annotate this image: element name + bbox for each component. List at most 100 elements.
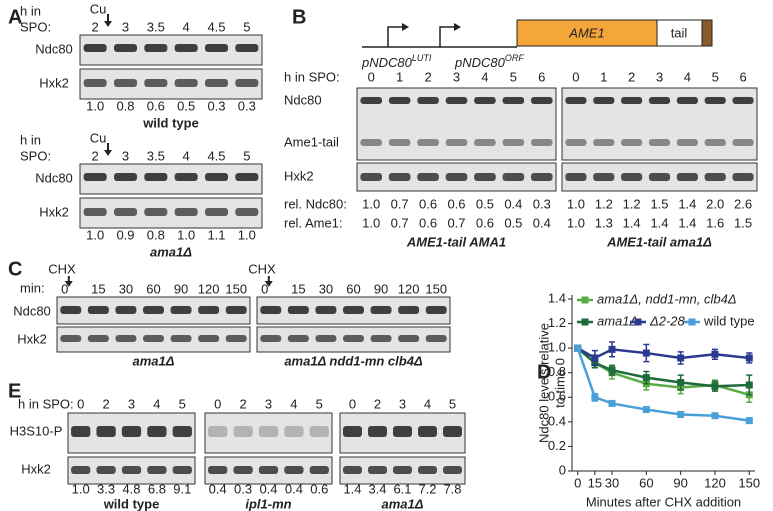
band [676, 139, 698, 146]
band [258, 466, 279, 474]
band [445, 97, 468, 104]
row-label: Ndc80 [35, 41, 73, 56]
data-point [711, 412, 719, 420]
band [368, 426, 387, 437]
quantification: 1.4 [678, 215, 696, 230]
promoter-name: pNDC80 [361, 55, 413, 70]
band [474, 139, 496, 146]
quantification: 1.6 [706, 215, 724, 230]
quantification: 0.5 [476, 196, 494, 211]
band [144, 208, 168, 216]
band [593, 139, 615, 146]
quantification: 0.7 [447, 215, 465, 230]
band [204, 79, 229, 87]
arrowhead [104, 21, 112, 27]
quantification: 0.4 [504, 196, 522, 211]
quantification: 0.4 [259, 481, 277, 496]
legend-marker [581, 296, 589, 304]
caption: wild type [103, 496, 160, 511]
band [83, 44, 107, 52]
band [284, 426, 304, 437]
legend-marker [634, 318, 642, 326]
blot [79, 68, 263, 100]
timepoint: 4 [183, 19, 190, 34]
quantification: 1.0 [177, 227, 195, 242]
y-tick-label: 0.6 [548, 389, 566, 404]
timepoint: 2 [102, 396, 109, 411]
timepoint: 0 [77, 396, 84, 411]
legend-label: ama1Δ [597, 313, 638, 328]
band [593, 97, 615, 104]
x-tick-label: 15 [588, 475, 602, 490]
quantification: 0.4 [533, 215, 551, 230]
band [115, 306, 137, 314]
timepoint: 5 [316, 396, 323, 411]
band [115, 335, 137, 342]
band [60, 306, 82, 314]
timepoint: 2 [424, 69, 431, 84]
row-label: Hxk2 [21, 461, 51, 476]
y-tick-label: 0 [559, 462, 566, 477]
quantification: 0.5 [504, 215, 522, 230]
timepoint: 4 [153, 396, 160, 411]
band [233, 466, 253, 474]
timepoint: 120 [398, 281, 420, 296]
treatment-marker: CHX [248, 261, 276, 276]
band [368, 466, 387, 474]
band [621, 173, 643, 181]
timepoint: 6 [538, 69, 545, 84]
band [121, 466, 142, 474]
band [87, 335, 109, 342]
x-tick-label: 60 [639, 475, 653, 490]
quantification: 0.8 [116, 98, 134, 113]
y-tick-label: 0.4 [548, 413, 566, 428]
band [417, 139, 439, 146]
band [417, 97, 439, 104]
band [530, 97, 553, 104]
quantification: 0.5 [177, 98, 195, 113]
band [174, 44, 198, 52]
timepoint: 2 [92, 148, 99, 163]
band [233, 426, 253, 437]
promoter-superscript: LUTI [412, 53, 432, 63]
band [445, 173, 468, 181]
data-point [608, 366, 616, 374]
quantification: 0.4 [285, 481, 303, 496]
band [388, 139, 411, 146]
data-point [745, 381, 753, 389]
quantification: 3.3 [97, 481, 115, 496]
band [565, 97, 587, 104]
band [113, 44, 138, 52]
quantification: 1.0 [362, 196, 380, 211]
quantification: 1.0 [86, 227, 104, 242]
band [144, 44, 168, 52]
band [425, 335, 447, 342]
timepoint: 4.5 [207, 19, 225, 34]
legend-label: Δ2-28 [649, 313, 686, 328]
band [284, 466, 304, 474]
band [87, 306, 109, 314]
arrowhead [64, 281, 73, 287]
gene-label: AME1 [568, 25, 604, 40]
row-label: H3S10-P [10, 423, 63, 438]
tag-label: tail [671, 25, 688, 40]
band [235, 208, 259, 216]
blot [79, 197, 263, 229]
band [502, 173, 525, 181]
timepoint: 5 [243, 19, 250, 34]
band [144, 173, 168, 181]
band [147, 466, 167, 474]
band [71, 466, 91, 474]
caption: ama1Δ [150, 244, 192, 259]
data-point [608, 399, 616, 407]
timepoint: 3 [122, 148, 129, 163]
band [71, 426, 91, 437]
quantification: 1.0 [86, 98, 104, 113]
timepoint: 3.5 [147, 148, 165, 163]
y-tick-label: 1.4 [548, 290, 566, 305]
x-axis-label: Minutes after CHX addition [586, 494, 741, 509]
panel-label: C [8, 258, 22, 280]
quantification: 1.1 [207, 227, 225, 242]
data-point [745, 417, 753, 425]
timepoint-header: SPO: [20, 19, 51, 34]
